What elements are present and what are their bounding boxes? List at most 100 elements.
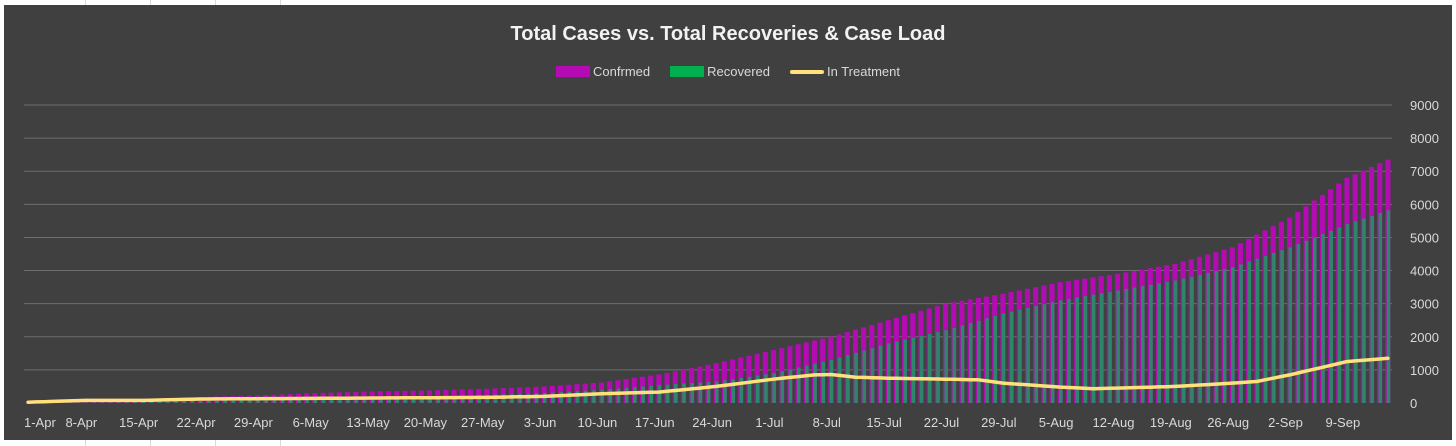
x-tick-label: 9-Sep [1325,415,1360,430]
bar-recovered [1001,313,1006,403]
bar-recovered [927,333,932,403]
bar-recovered [1108,291,1112,403]
bar-recovered [1132,287,1137,403]
bar-recovered [805,365,809,403]
bar-recovered [772,373,776,403]
bar-recovered [141,402,146,403]
bar-recovered [690,383,694,403]
bar-recovered [911,337,916,403]
legend-item-in-treatment: In Treatment [789,64,900,79]
bar-recovered [887,343,891,403]
x-tick-label: 29-Jul [981,415,1017,430]
bar-recovered [551,392,555,403]
bar-recovered [420,396,424,403]
bar-recovered [1009,311,1014,403]
bar-recovered [985,318,989,403]
chart-title: Total Cases vs. Total Recoveries & Case … [510,23,946,45]
chart-legend: Confrmed Recovered In Treatment [4,64,1452,79]
x-tick-label: 8-Jul [813,415,841,430]
bar-recovered [1190,276,1194,403]
x-tick-label: 20-May [404,415,448,430]
bar-recovered [903,339,907,403]
bar-recovered [305,398,309,403]
bar-recovered [559,392,563,403]
y-tick-label: 7000 [1410,164,1439,179]
bar-recovered [313,398,318,403]
bar-recovered [452,395,457,403]
bar-recovered [330,398,334,403]
x-tick-label: 5-Aug [1039,415,1074,430]
bar-recovered [239,400,244,403]
bar-recovered [256,400,260,403]
bar-recovered [1026,307,1030,403]
bar-recovered [403,396,408,403]
bar-recovered [157,401,162,403]
bar-recovered [1165,281,1170,403]
bar-recovered [280,399,285,403]
bar-recovered [674,384,678,403]
bar-recovered [821,361,826,403]
bar-recovered [215,400,219,403]
legend-swatch-confirmed [556,66,591,77]
bar-recovered [608,389,613,403]
bar-recovered [1231,267,1235,403]
bar-recovered [231,400,236,403]
bar-recovered [1149,284,1153,403]
bar-recovered [1100,293,1104,403]
x-tick-label: 22-Apr [177,415,217,430]
bar-recovered [338,398,342,403]
bar-recovered [1329,230,1333,403]
bar-recovered [1337,227,1342,403]
bar-recovered [125,402,129,403]
bar-recovered [264,399,269,403]
bar-recovered [592,390,596,403]
bar-recovered [182,401,187,403]
bar-recovered [977,320,981,403]
bar-recovered [575,391,580,403]
y-tick-label: 3000 [1410,297,1439,312]
bar-recovered [1050,302,1055,403]
x-tick-label: 2-Sep [1268,415,1303,430]
bar-recovered [993,315,998,403]
bar-recovered [846,355,850,403]
bar-recovered [657,385,662,403]
bar-recovered [633,387,637,403]
bar-recovered [248,400,252,403]
y-tick-label: 9000 [1410,98,1439,113]
bar-recovered [1370,215,1374,403]
bar-recovered [198,401,203,403]
bar-recovered [428,396,432,403]
chart-plot: 9000 8000 7000 6000 5000 4000 3000 2000 1000 0 1-A… [24,98,1439,430]
bar-recovered [764,374,768,403]
bar-recovered [1067,298,1071,403]
bar-recovered [1042,304,1047,403]
y-tick-label: 1000 [1410,363,1439,378]
legend-label-confirmed: Confrmed [593,64,651,79]
bar-recovered [870,348,875,403]
bar-recovered [1272,253,1276,403]
bar-recovered [813,363,817,403]
chart-area[interactable]: Total Cases vs. Total Recoveries & Case … [4,5,1452,440]
x-tick-label: 19-Aug [1150,415,1192,430]
bar-recovered [379,397,383,403]
bar-confirmed [82,401,88,403]
bar-recovered [321,398,326,403]
y-tick-label: 6000 [1410,197,1439,212]
x-tick-label: 15-Jul [866,415,902,430]
bar-recovered [788,369,793,403]
bar-recovered [944,330,948,403]
bar-recovered [1280,250,1284,403]
bar-recovered [780,371,785,403]
bar-recovered [1018,309,1022,403]
bar-recovered [936,332,940,403]
bar-recovered [1296,244,1301,403]
bar-recovered [1321,234,1325,403]
bar-recovered [698,382,703,403]
bar-recovered [1222,269,1227,403]
x-tick-label: 1-Jul [755,415,783,430]
bar-recovered [444,395,449,403]
bar-recovered [354,397,359,403]
bar-recovered [1239,264,1243,403]
y-tick-label: 8000 [1410,131,1439,146]
